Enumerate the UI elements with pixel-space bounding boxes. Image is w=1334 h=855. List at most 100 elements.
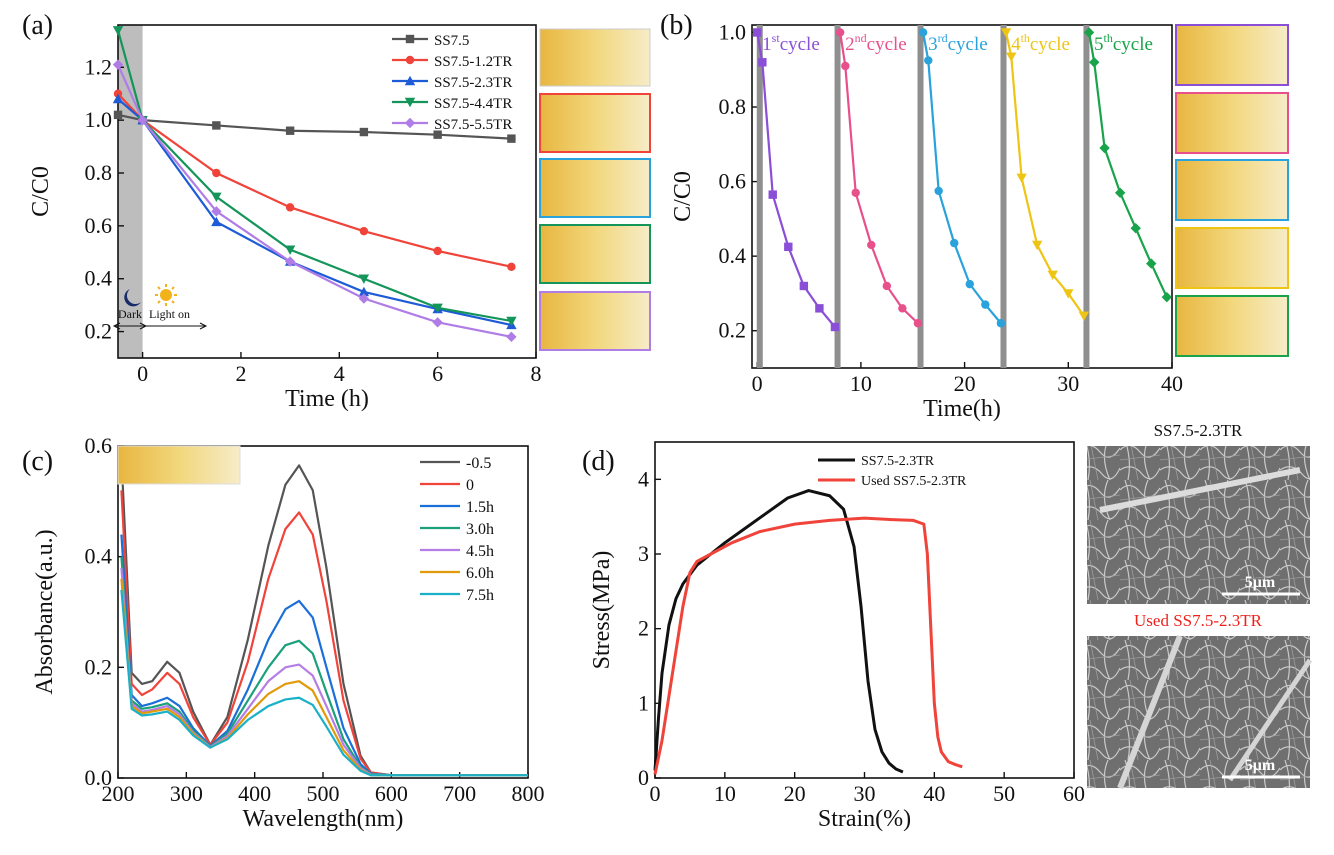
sun-icon <box>155 284 177 306</box>
vial-photo <box>1175 227 1289 289</box>
data-point <box>815 304 824 313</box>
moon-icon <box>124 289 141 307</box>
data-point <box>835 28 845 37</box>
legend-label: -0.5 <box>466 455 491 472</box>
vial-photos-a <box>539 28 651 351</box>
series-line <box>839 32 919 325</box>
x-axis-label: Strain(%) <box>818 806 911 832</box>
panel-c: (c) 200 300 400 500 600 700 800 0.0 0.2 0.4 0.6 Wav… <box>22 433 545 832</box>
vial-photo <box>1175 159 1289 221</box>
panel-b: (b) 0 10 20 30 400.20.40.60.81.0Time(h)C/C0 … <box>660 10 1289 422</box>
cycle-label: 5thcycle <box>1094 31 1153 55</box>
data-point <box>211 206 222 217</box>
data-point <box>358 293 370 304</box>
data-point <box>1089 57 1100 68</box>
data-point <box>404 117 416 129</box>
data-point <box>1031 240 1043 251</box>
light-on-label: Light on <box>149 307 190 321</box>
x-tick-label: 500 <box>307 781 340 806</box>
data-point <box>112 26 124 36</box>
vial-photo <box>1175 295 1289 357</box>
data-point <box>432 303 443 313</box>
data-point <box>113 110 123 120</box>
sem-image-fresh <box>1087 446 1310 604</box>
x-tick-label: 400 <box>238 781 271 806</box>
panel-d-label: (d) <box>582 446 615 477</box>
axes-d: 0 10 20 30 40 50 60 0 1 2 3 4 Strain(%) Stress(MPa) <box>589 441 1085 832</box>
x-tick-label: 0 <box>650 781 661 806</box>
data-point <box>285 126 295 135</box>
data-point <box>284 256 296 267</box>
data-point <box>284 245 296 255</box>
legend-label: SS7.5-4.4TR <box>434 96 512 112</box>
x-tick-label: 800 <box>512 781 545 806</box>
data-point <box>507 262 516 272</box>
data-point <box>112 59 124 70</box>
data-point <box>1083 27 1095 38</box>
x-tick-label: 300 <box>170 781 203 806</box>
data-point <box>137 114 148 126</box>
vial-photo <box>539 224 651 284</box>
data-point <box>211 216 222 227</box>
series-line <box>756 32 836 328</box>
vial-photo <box>1175 24 1289 86</box>
x-tick-label: 6 <box>432 361 443 386</box>
y-tick-label: 0.8 <box>719 94 747 119</box>
y-tick-label: 0.6 <box>85 433 113 458</box>
data-point <box>851 188 860 197</box>
data-point <box>1146 258 1157 269</box>
data-point <box>1063 289 1074 299</box>
y-tick-label: 0.2 <box>85 319 113 344</box>
series-b: 1stcycle 2ndcycle 3rdcycle 4thcycle 5thcycle <box>752 25 1173 368</box>
sem-title-used: Used SS7.5-2.3TR <box>1134 611 1263 630</box>
sem-images: SS7.5-2.3TR 5μm Used SS7.5-2.3TR 5μm <box>1087 421 1313 790</box>
data-point <box>758 58 767 67</box>
stress-strain-curve <box>653 489 904 774</box>
legend-label: 1.5h <box>466 499 494 516</box>
cycle-divider <box>917 25 924 368</box>
legend-c: -0.5 0 1.5h 3.0h 4.5h 6.0h 7.5h <box>420 455 494 604</box>
data-point <box>950 238 959 248</box>
data-point <box>830 322 840 332</box>
vial-photo <box>1175 92 1289 154</box>
plot-frame <box>751 24 1173 369</box>
cycle-divider <box>834 25 841 368</box>
data-point <box>867 240 876 250</box>
y-tick-label: 0.4 <box>719 243 747 268</box>
legend-label: 3.0h <box>466 521 494 538</box>
panel-d: (d) 0 10 20 30 40 50 60 0 1 2 3 4 Strain(%) Stress(MP… <box>582 421 1313 832</box>
cycle-divider <box>756 25 763 368</box>
x-tick-label: 40 <box>923 781 945 806</box>
dark-label: Dark <box>118 307 142 321</box>
data-point <box>1099 142 1110 154</box>
y-tick-label: 0.6 <box>719 169 747 194</box>
series-line <box>922 32 1002 324</box>
data-point <box>981 300 990 309</box>
axes-b: 0 10 20 30 40 0.2 0.4 0.6 0.8 1.0 Time(h) C/C0 <box>670 19 1183 422</box>
data-point <box>1130 222 1141 234</box>
x-tick-label: 0 <box>137 361 148 386</box>
y-tick-label: 3 <box>638 541 649 566</box>
x-tick-label: 10 <box>714 781 736 806</box>
y-tick-label: 0.0 <box>85 765 113 790</box>
data-point <box>965 279 974 289</box>
x-tick-label: 50 <box>993 781 1015 806</box>
vial-photo <box>539 93 651 153</box>
data-point <box>405 55 415 65</box>
series-d <box>653 489 963 775</box>
x-tick-label: 2 <box>235 361 246 386</box>
legend-label: SS7.5 <box>434 33 469 49</box>
data-point <box>924 56 933 65</box>
data-point <box>506 316 517 327</box>
y-tick-label: 4 <box>638 466 649 491</box>
x-tick-label: 30 <box>854 781 876 806</box>
x-tick-label: 10 <box>850 371 872 396</box>
legend-label: SS7.5-1.2TR <box>434 54 512 70</box>
spectrum-line <box>120 490 528 777</box>
data-point <box>1114 187 1126 198</box>
y-tick-label: 0.4 <box>85 266 113 291</box>
scale-bar-label: 5μm <box>1245 757 1276 774</box>
y-tick-label: 1.2 <box>85 54 113 79</box>
data-point <box>898 304 907 313</box>
